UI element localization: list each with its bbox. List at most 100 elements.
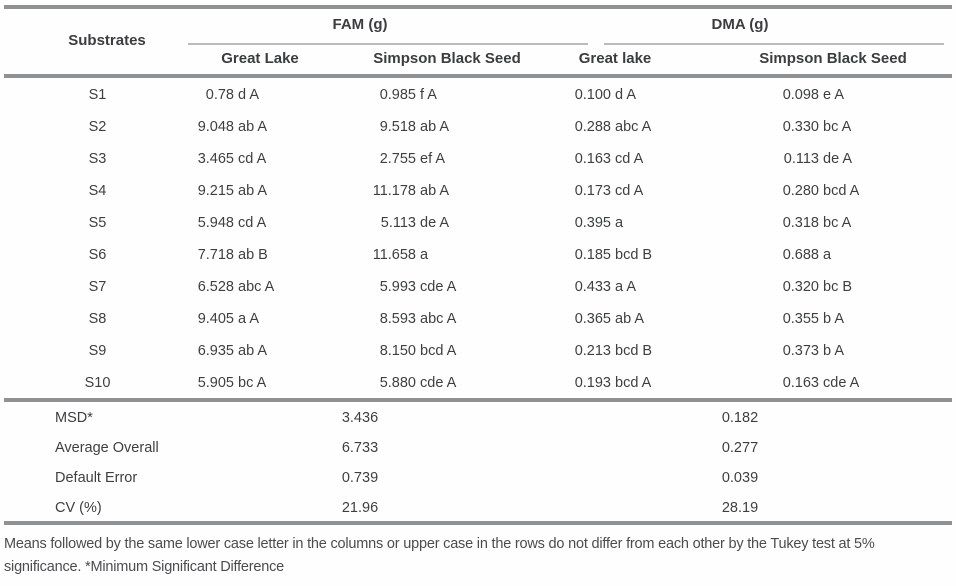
summary-fam-value: 3.436 xyxy=(341,410,379,426)
column-header-fam-simpson-black-seed: Simpson Black Seed xyxy=(373,50,521,67)
substrate-label: S2 xyxy=(88,119,107,135)
value-cell: 0.100 d A xyxy=(571,79,636,111)
value-cell: 0.318 bc A xyxy=(779,207,852,239)
summary-top-rule xyxy=(4,398,952,402)
value-number: 0.330 xyxy=(782,119,819,135)
summary-row: Default Error 0.739 0.039 xyxy=(0,463,956,494)
substrate-label: S10 xyxy=(84,375,111,391)
value-cell: 9.405 a A xyxy=(188,303,259,335)
substrate-label: S4 xyxy=(88,183,107,199)
table-row: S9 6.935 ab A 8.150 bcd A 0.213 bcd B 0.373 … xyxy=(0,335,956,367)
summary-dma-value: 0.182 xyxy=(721,410,759,426)
summary-label: MSD* xyxy=(55,410,93,426)
value-cell: 6.935 ab A xyxy=(188,335,267,367)
value-number: 9.215 xyxy=(197,183,234,199)
significance-letters: bc A xyxy=(819,119,852,135)
value-number: 9.518 xyxy=(379,119,416,135)
value-number: 6.528 xyxy=(197,279,234,295)
value-cell: 2.755 ef A xyxy=(362,143,445,175)
table-row: S8 9.405 a A 8.593 abc A 0.365 ab A 0.355 b … xyxy=(0,303,956,335)
value-cell: 3.465 cd A xyxy=(188,143,267,175)
significance-letters: de A xyxy=(416,215,450,231)
summary-row: CV (%) 21.96 28.19 xyxy=(0,493,956,524)
significance-letters: e A xyxy=(819,87,844,103)
value-number: 3.465 xyxy=(197,151,234,167)
table-row: S3 3.465 cd A 2.755 ef A 0.163 cd A 0.113 de… xyxy=(0,143,956,175)
header-bottom-rule xyxy=(4,74,952,78)
significance-letters: d A xyxy=(611,87,636,103)
value-number: 0.365 xyxy=(574,311,611,327)
value-number: 0.098 xyxy=(782,87,819,103)
significance-letters: ab A xyxy=(416,119,450,135)
table-row: S1 0.78 d A 0.985 f A 0.100 d A 0.098 e A xyxy=(0,79,956,111)
value-number: 0.213 xyxy=(574,343,611,359)
footnote-line-1: Means followed by the same lower case le… xyxy=(4,536,875,552)
value-cell: 0.113 de A xyxy=(779,143,852,175)
value-cell: 6.528 abc A xyxy=(188,271,275,303)
significance-letters: cd A xyxy=(611,151,644,167)
significance-letters: bcd A xyxy=(819,183,860,199)
value-number: 11.178 xyxy=(372,183,416,199)
value-cell: 0.78 d A xyxy=(188,79,259,111)
significance-letters: cd A xyxy=(234,215,267,231)
summary-fam-value: 21.96 xyxy=(341,500,379,516)
column-header-substrates: Substrates xyxy=(68,32,146,49)
significance-letters: ab A xyxy=(611,311,645,327)
value-number: 9.405 xyxy=(197,311,234,327)
substrate-label: S9 xyxy=(88,343,107,359)
value-number: 0.173 xyxy=(574,183,611,199)
value-number: 0.185 xyxy=(574,247,611,263)
substrate-label: S7 xyxy=(88,279,107,295)
significance-letters: ab A xyxy=(416,183,450,199)
significance-letters: abc A xyxy=(416,311,457,327)
value-cell: 0.193 bcd A xyxy=(571,367,652,399)
substrate-label: S6 xyxy=(88,247,107,263)
significance-letters: de A xyxy=(819,151,853,167)
table-row: S4 9.215 ab A 11.178 ab A 0.173 cd A 0.280 b… xyxy=(0,175,956,207)
significance-letters: f A xyxy=(416,87,437,103)
value-cell: 0.280 bcd A xyxy=(779,175,860,207)
table-row: S2 9.048 ab A 9.518 ab A 0.288 abc A 0.330 b… xyxy=(0,111,956,143)
value-cell: 0.163 cd A xyxy=(571,143,644,175)
value-number: 0.163 xyxy=(574,151,611,167)
significance-letters: bcd B xyxy=(611,247,653,263)
value-number: 0.193 xyxy=(574,375,611,391)
value-number: 0.688 xyxy=(782,247,819,263)
value-cell: 0.985 f A xyxy=(362,79,437,111)
value-cell: 7.718 ab B xyxy=(188,239,268,271)
top-rule xyxy=(4,5,952,9)
substrate-label: S1 xyxy=(88,87,107,103)
value-number: 0.163 xyxy=(782,375,819,391)
value-number: 5.113 xyxy=(380,215,416,231)
value-number: 2.755 xyxy=(379,151,416,167)
value-cell: 0.373 b A xyxy=(779,335,844,367)
significance-letters: cd A xyxy=(611,183,644,199)
value-number: 11.658 xyxy=(372,247,416,263)
significance-letters: ef A xyxy=(416,151,446,167)
significance-letters: ab A xyxy=(234,183,268,199)
significance-letters: cde A xyxy=(416,375,457,391)
column-header-dma-simpson-black-seed: Simpson Black Seed xyxy=(759,50,907,67)
significance-letters: a xyxy=(819,247,832,263)
value-cell: 0.688 a xyxy=(779,239,831,271)
significance-letters: a A xyxy=(611,279,636,295)
value-cell: 5.880 cde A xyxy=(362,367,457,399)
summary-dma-value: 0.277 xyxy=(721,440,759,456)
value-cell: 0.163 cde A xyxy=(779,367,860,399)
summary-label: Average Overall xyxy=(55,440,159,456)
value-cell: 9.048 ab A xyxy=(188,111,267,143)
significance-letters: a A xyxy=(234,311,259,327)
value-number: 6.935 xyxy=(197,343,234,359)
significance-letters: a xyxy=(416,247,429,263)
significance-letters: abc A xyxy=(234,279,275,295)
value-number: 0.100 xyxy=(574,87,611,103)
significance-letters: bc B xyxy=(819,279,853,295)
value-number: 0.985 xyxy=(379,87,416,103)
significance-letters: bcd B xyxy=(611,343,653,359)
value-number: 0.78 xyxy=(205,87,234,103)
value-cell: 0.288 abc A xyxy=(571,111,652,143)
table-row: S10 5.905 bc A 5.880 cde A 0.193 bcd A 0.163… xyxy=(0,367,956,399)
table-footnote: Means followed by the same lower case le… xyxy=(4,533,952,579)
value-cell: 0.185 bcd B xyxy=(571,239,652,271)
